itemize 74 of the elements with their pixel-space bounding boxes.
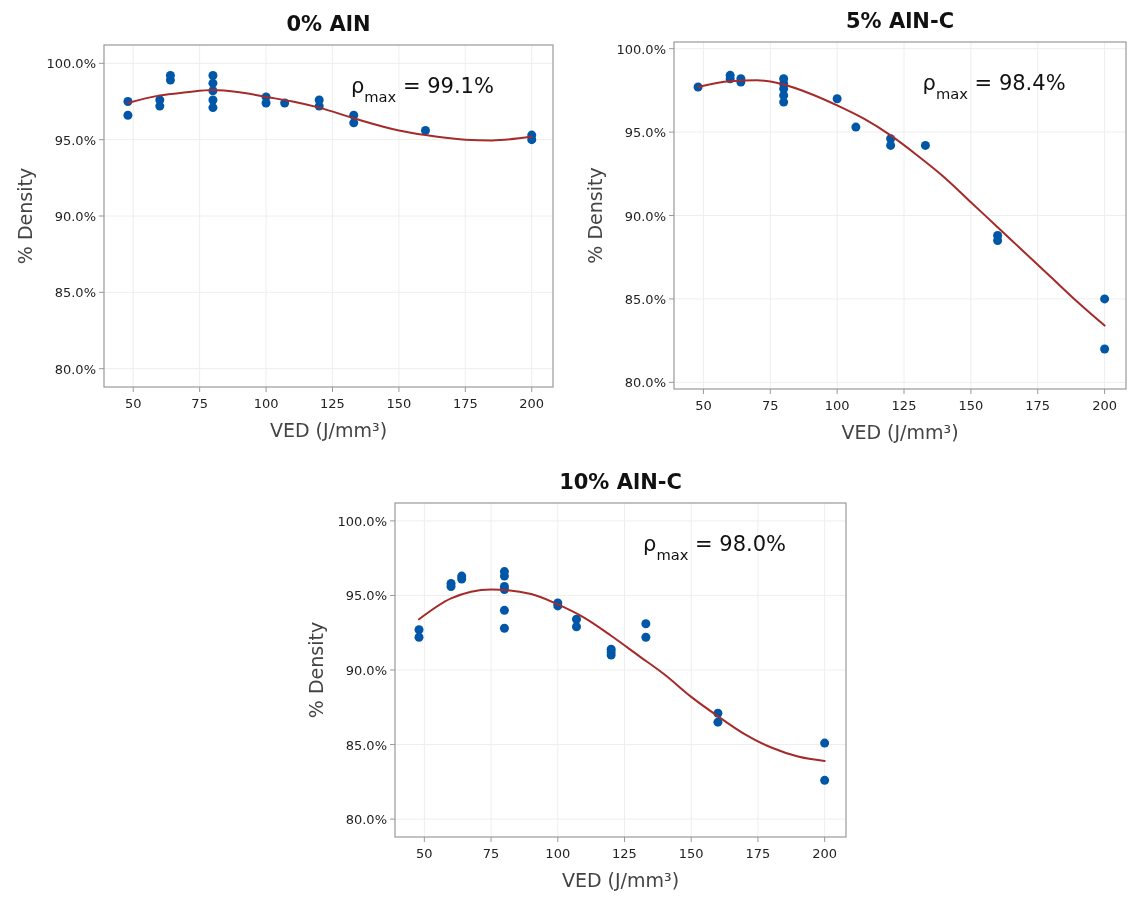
- y-tick-label: 100.0%: [616, 41, 666, 57]
- x-axis-title: VED (J/mm³): [561, 869, 680, 891]
- point: [820, 775, 830, 785]
- x-tick-label: 200: [812, 846, 838, 861]
- y-tick-label: 100.0%: [337, 513, 387, 529]
- y-tick-label: 80.0%: [54, 361, 96, 377]
- y-axis-title: % Density: [14, 167, 36, 265]
- chart-title: 0% AlN: [286, 12, 371, 36]
- point: [349, 118, 359, 128]
- y-tick-label: 95.0%: [624, 125, 666, 141]
- point: [641, 619, 651, 629]
- x-tick-label: 75: [762, 398, 779, 413]
- y-tick-label: 80.0%: [624, 375, 666, 391]
- chart-title: 10% AlN-C: [559, 470, 682, 494]
- x-tick-label: 175: [1025, 398, 1051, 413]
- point: [420, 126, 430, 135]
- point: [499, 605, 509, 615]
- annotation: ρ$_{max}$ = 98.0%: [643, 532, 787, 563]
- point: [1100, 344, 1110, 354]
- x-tick-label: 200: [1092, 398, 1118, 413]
- x-tick-label: 50: [695, 398, 712, 413]
- point: [641, 632, 651, 642]
- point: [1100, 294, 1110, 304]
- annotation: ρ$_{max}$ = 99.1%: [350, 74, 494, 105]
- point: [261, 98, 271, 108]
- point: [208, 103, 218, 113]
- y-tick-label: 85.0%: [624, 291, 666, 307]
- y-tick-label: 95.0%: [54, 132, 96, 148]
- point: [499, 623, 509, 633]
- x-axis-title: VED (J/mm³): [269, 419, 388, 441]
- point: [208, 78, 218, 88]
- point: [820, 738, 830, 748]
- x-tick-label: 100: [824, 398, 850, 413]
- x-axis-title: VED (J/mm³): [841, 421, 959, 443]
- y-axis-title: % Density: [584, 167, 606, 264]
- y-tick-label: 90.0%: [624, 208, 666, 224]
- x-tick-label: 125: [891, 398, 917, 413]
- point: [920, 140, 930, 150]
- point: [208, 71, 218, 81]
- point: [713, 717, 723, 727]
- x-tick-label: 75: [191, 396, 208, 411]
- x-tick-label: 150: [678, 846, 704, 861]
- y-tick-label: 80.0%: [345, 812, 387, 828]
- point: [123, 110, 133, 120]
- x-tick-label: 150: [958, 398, 984, 413]
- x-tick-label: 100: [545, 846, 571, 861]
- y-tick-label: 95.0%: [345, 588, 387, 604]
- y-tick-label: 90.0%: [54, 209, 96, 224]
- x-tick-label: 75: [482, 846, 500, 861]
- y-tick-label: 90.0%: [345, 663, 387, 678]
- x-tick-label: 125: [612, 846, 637, 861]
- x-tick-label: 175: [452, 396, 478, 411]
- annotation: ρ$_{max}$ = 98.4%: [922, 71, 1066, 102]
- x-tick-label: 100: [253, 396, 279, 411]
- x-tick-label: 175: [745, 846, 771, 861]
- x-tick-label: 150: [386, 396, 412, 411]
- point: [208, 95, 218, 105]
- x-tick-label: 50: [416, 846, 433, 861]
- point: [571, 614, 581, 624]
- point: [832, 94, 842, 104]
- x-tick-label: 50: [124, 396, 142, 411]
- point: [851, 122, 861, 132]
- point: [779, 97, 789, 107]
- chart-title: 5% AlN-C: [845, 9, 955, 33]
- x-tick-label: 200: [519, 396, 545, 411]
- y-tick-label: 100.0%: [46, 56, 96, 72]
- line-series: [418, 588, 826, 762]
- x-tick-label: 125: [320, 396, 345, 411]
- y-tick-label: 85.0%: [345, 737, 387, 753]
- y-axis-title: % Density: [305, 621, 327, 719]
- point: [571, 622, 581, 632]
- y-tick-label: 85.0%: [54, 285, 96, 301]
- point: [993, 236, 1003, 246]
- point: [414, 632, 424, 642]
